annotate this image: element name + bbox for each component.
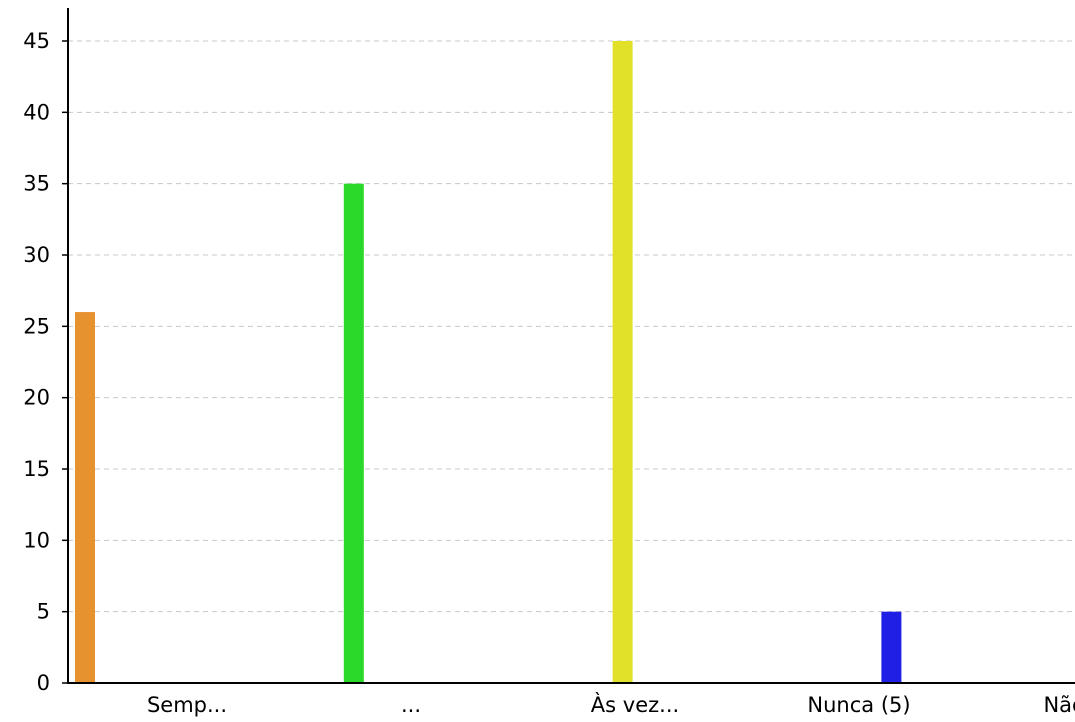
- y-tick-label: 15: [23, 457, 50, 481]
- y-tick-label: 40: [23, 100, 50, 124]
- bar: [343, 183, 364, 683]
- y-tick-label: 0: [37, 671, 50, 695]
- y-tick-label: 30: [23, 243, 50, 267]
- y-tick-label: 35: [23, 172, 50, 196]
- y-tick-label: 20: [23, 386, 50, 410]
- bars: [75, 41, 902, 683]
- y-tick-label: 45: [23, 29, 50, 53]
- bar: [75, 312, 95, 683]
- bar: [881, 611, 902, 683]
- x-tick-label: ...: [401, 693, 421, 717]
- y-axis-ticks: 0 5 10 15 20 25 30 35 40 45: [23, 29, 68, 695]
- y-tick-label: 25: [23, 314, 50, 338]
- y-tick-label: 5: [37, 600, 50, 624]
- x-tick-label: Não s...: [1043, 693, 1075, 717]
- x-tick-label: Às vez...: [591, 692, 679, 717]
- y-tick-label: 10: [23, 528, 50, 552]
- gridlines: [68, 40, 1075, 613]
- bar: [612, 41, 633, 683]
- x-axis-ticks: Semp...... Às vez... Nunca (5) Não s...: [147, 692, 1075, 717]
- x-tick-label: Nunca (5): [807, 693, 910, 717]
- x-tick-label: Semp...: [147, 693, 227, 717]
